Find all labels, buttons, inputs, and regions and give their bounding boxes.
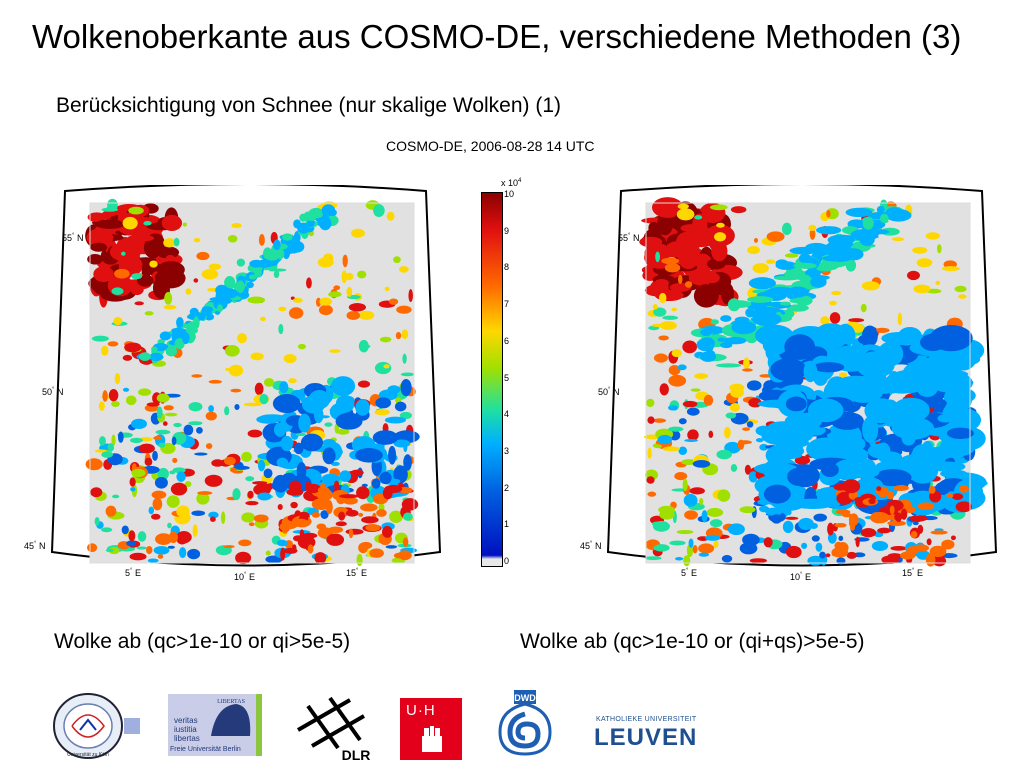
colorbar-multiplier: x 104 xyxy=(501,178,522,188)
lat-label-50: 50° N xyxy=(598,387,620,397)
uhh-logo: U·H xyxy=(400,690,462,760)
colorbar-tick-4: 4 xyxy=(504,409,510,420)
dwd-logo-text: DWD xyxy=(514,693,536,703)
lat-label-50: 50° N xyxy=(42,387,64,397)
colorbar-tick-6: 6 xyxy=(504,335,510,346)
cloud-top-map-left: 55° N 50° N 45° N 5° E 10° E 15° E xyxy=(24,185,468,585)
colorbar-tick-1: 1 xyxy=(504,519,510,530)
map-frame-right xyxy=(606,185,998,567)
leuven-text: LEUVEN xyxy=(594,724,698,751)
lat-label-45: 45° N xyxy=(24,541,46,551)
colorbar-tick-0: 0 xyxy=(504,556,510,566)
colorbar-tick-5: 5 xyxy=(504,372,510,383)
leuven-logo: KATHOLIEKE UNIVERSITEIT LEUVEN xyxy=(594,690,710,760)
fu-berlin-logo: LIBERTAS veritas iustitia libertas Freie… xyxy=(168,690,264,760)
map-frame-left xyxy=(50,185,442,567)
colorbar-tick-7: 7 xyxy=(504,299,510,310)
slide-title: Wolkenoberkante aus COSMO-DE, verschiede… xyxy=(32,18,962,55)
colorbar: x 104 10 9 8 7 6 5 4 3 2 1 0 xyxy=(478,178,528,573)
lon-label-5: 5° E xyxy=(125,568,141,578)
leuven-top-text: KATHOLIEKE UNIVERSITEIT xyxy=(596,716,697,723)
lon-label-10: 10° E xyxy=(234,572,255,582)
colorbar-tick-10: 10 xyxy=(504,189,515,199)
lat-label-55: 55° N xyxy=(62,233,84,243)
run-label: COSMO-DE, 2006-08-28 14 UTC xyxy=(386,138,595,154)
dlr-logo: DLR xyxy=(290,690,380,763)
map-caption-left: Wolke ab (qc>1e-10 or qi>5e-5) xyxy=(54,630,351,653)
fu-motto-2: iustitia xyxy=(174,725,197,734)
dlr-logo-text: DLR xyxy=(342,747,371,762)
colorbar-gradient xyxy=(481,192,503,567)
colorbar-tick-9: 9 xyxy=(504,225,510,236)
uhh-logo-text: U·H xyxy=(406,702,436,719)
slide-subtitle: Berücksichtigung von Schnee (nur skalige… xyxy=(56,94,562,117)
lat-label-45: 45° N xyxy=(580,541,602,551)
lon-label-5: 5° E xyxy=(681,568,697,578)
dwd-logo: DWD xyxy=(494,690,554,760)
fu-motto-1: veritas xyxy=(174,716,198,725)
lat-label-55: 55° N xyxy=(618,233,640,243)
fu-motto-3: libertas xyxy=(174,734,200,743)
fu-name: Freie Universität Berlin xyxy=(170,746,241,753)
lon-label-15: 15° E xyxy=(902,568,923,578)
lon-label-10: 10° E xyxy=(790,572,811,582)
colorbar-tick-3: 3 xyxy=(504,445,510,456)
cologne-logo-text: Universität zu Köln xyxy=(67,752,109,758)
cloud-top-map-right: 55° N 50° N 45° N 5° E 10° E 15° E xyxy=(580,185,1024,585)
colorbar-tick-2: 2 xyxy=(504,482,510,493)
fu-logo-top-text: LIBERTAS xyxy=(217,699,245,705)
lon-label-15: 15° E xyxy=(346,568,367,578)
colorbar-tick-8: 8 xyxy=(504,262,510,273)
map-caption-right: Wolke ab (qc>1e-10 or (qi+qs)>5e-5) xyxy=(520,630,865,653)
cologne-meteorology-logo: Universität zu Köln xyxy=(52,690,142,760)
